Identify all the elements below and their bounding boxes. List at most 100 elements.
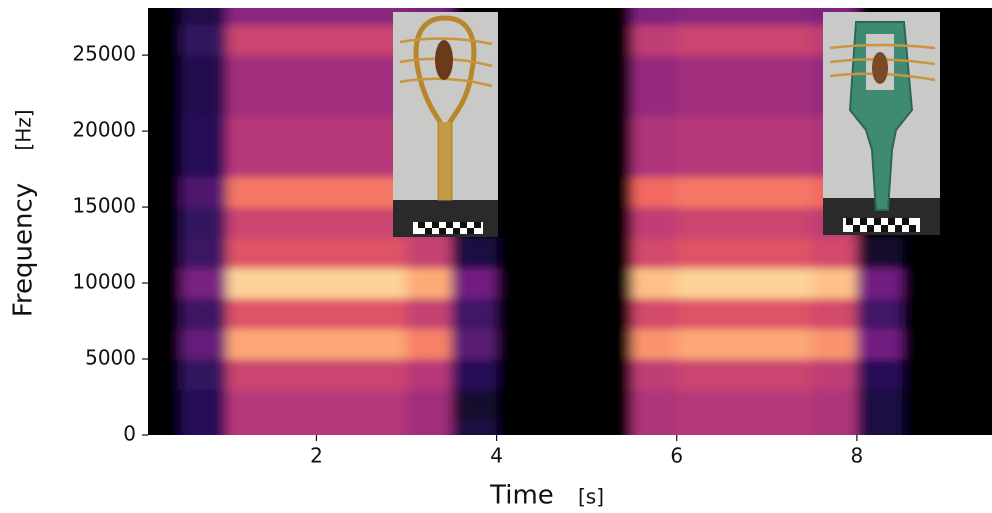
spectrogram-cell — [586, 328, 633, 360]
spectrogram-cell — [946, 115, 992, 147]
spectrogram-cell — [676, 328, 723, 360]
spectrogram-cell — [676, 207, 723, 238]
spectrogram-cell — [856, 419, 903, 435]
spectrogram-cell — [406, 328, 453, 360]
spectrogram-cell — [856, 359, 903, 390]
spectrogram-cell — [946, 267, 992, 299]
axes: 2 4 6 8 0 5000 10000 15000 20000 25000 Time [s] Freq… — [9, 42, 864, 511]
spectrogram-cell — [631, 115, 678, 147]
spectrogram-cell — [406, 267, 453, 299]
spectrogram-cell — [271, 8, 317, 26]
spectrogram-cell — [316, 207, 362, 238]
y-tick-label: 25000 — [72, 42, 136, 66]
spectrogram-cell — [496, 328, 543, 360]
spectrogram-cell — [541, 328, 588, 360]
spectrogram-cell — [451, 267, 498, 299]
spectrogram-cell — [586, 24, 633, 56]
spectrogram-cell — [946, 237, 992, 269]
spectrogram-cell — [148, 359, 182, 390]
spectrogram-cell — [631, 267, 678, 299]
spectrogram-cell — [271, 115, 317, 147]
spectrogram-cell — [766, 8, 813, 26]
spectrogram-cell — [631, 298, 678, 330]
spectrogram-cell — [541, 267, 588, 299]
spectrogram-cell — [226, 24, 272, 56]
spectrogram-cell — [181, 298, 227, 330]
spectrogram-cell — [721, 237, 768, 269]
spectrogram-cell — [181, 359, 227, 390]
y-tick-label: 10000 — [72, 270, 136, 294]
spectrogram-cell — [676, 267, 723, 299]
spectrogram-cell — [766, 24, 813, 56]
spectrogram-cell — [148, 267, 182, 299]
spectrogram-cell — [901, 389, 948, 421]
spectrogram-cell — [271, 359, 317, 390]
spectrogram-cell — [226, 85, 272, 117]
spectrogram-cell — [271, 298, 317, 330]
spectrogram-cell — [631, 359, 678, 390]
spectrogram-cell — [856, 298, 903, 330]
spectrogram-cell — [316, 359, 362, 390]
spectrogram-cell — [811, 298, 858, 330]
spectrogram-cell — [631, 8, 678, 26]
spectrogram-cell — [316, 267, 362, 299]
spectrogram-cell — [541, 176, 588, 208]
spectrogram-cell — [766, 359, 813, 390]
spectrogram-cell — [856, 237, 903, 269]
spectrogram-cell — [631, 207, 678, 238]
spectrogram-cell — [946, 8, 992, 26]
spectrogram-cell — [148, 146, 182, 178]
spectrogram-cell — [226, 328, 272, 360]
spectrogram-cell — [451, 237, 498, 269]
spectrogram-cell — [541, 146, 588, 178]
spectrogram-cell — [181, 85, 227, 117]
spectrogram-cell — [271, 328, 317, 360]
spectrogram-cell — [541, 55, 588, 86]
spectrogram-cell — [631, 24, 678, 56]
spectrogram-cell — [226, 55, 272, 86]
spectrogram-cell — [148, 389, 182, 421]
spectrogram-cell — [226, 115, 272, 147]
spectrogram-cell — [496, 298, 543, 330]
spectrogram-cell — [721, 419, 768, 435]
spectrogram-cell — [901, 328, 948, 360]
spectrogram-cell — [406, 298, 453, 330]
spectrogram-cell — [586, 8, 633, 26]
spectrogram-cell — [181, 237, 227, 269]
spectrogram-cell — [361, 328, 408, 360]
spectrogram-cell — [316, 237, 362, 269]
spectrogram-cell — [586, 207, 633, 238]
spectrogram-cell — [226, 267, 272, 299]
spectrogram-cell — [148, 85, 182, 117]
spectrogram-cell — [766, 419, 813, 435]
spectrogram-cell — [541, 85, 588, 117]
spectrogram-cell — [586, 359, 633, 390]
spectrogram-cell — [361, 359, 408, 390]
spectrogram-cell — [946, 85, 992, 117]
spectrogram-cell — [766, 115, 813, 147]
spectrogram-cell — [181, 328, 227, 360]
spectrogram-cell — [148, 176, 182, 208]
x-tick-label: 8 — [851, 444, 864, 468]
spectrogram-cell — [181, 55, 227, 86]
spectrogram-cell — [271, 55, 317, 86]
spectrogram-cell — [676, 359, 723, 390]
spectrogram-cell — [766, 389, 813, 421]
spectrogram-cell — [856, 267, 903, 299]
spectrogram-cell — [541, 115, 588, 147]
spectrogram-cell — [766, 328, 813, 360]
spectrogram-cell — [631, 146, 678, 178]
spectrogram-cell — [586, 85, 633, 117]
spectrogram-cell — [316, 115, 362, 147]
spectrogram-cell — [541, 389, 588, 421]
spectrogram-cell — [451, 389, 498, 421]
spectrogram-cell — [946, 419, 992, 435]
spectrogram-cell — [148, 207, 182, 238]
spectrogram-cell — [496, 146, 543, 178]
spectrogram-cell — [181, 267, 227, 299]
y-tick-label: 20000 — [72, 118, 136, 142]
spectrogram-cell — [586, 267, 633, 299]
spectrogram-cell — [586, 146, 633, 178]
spectrogram-cell — [811, 359, 858, 390]
